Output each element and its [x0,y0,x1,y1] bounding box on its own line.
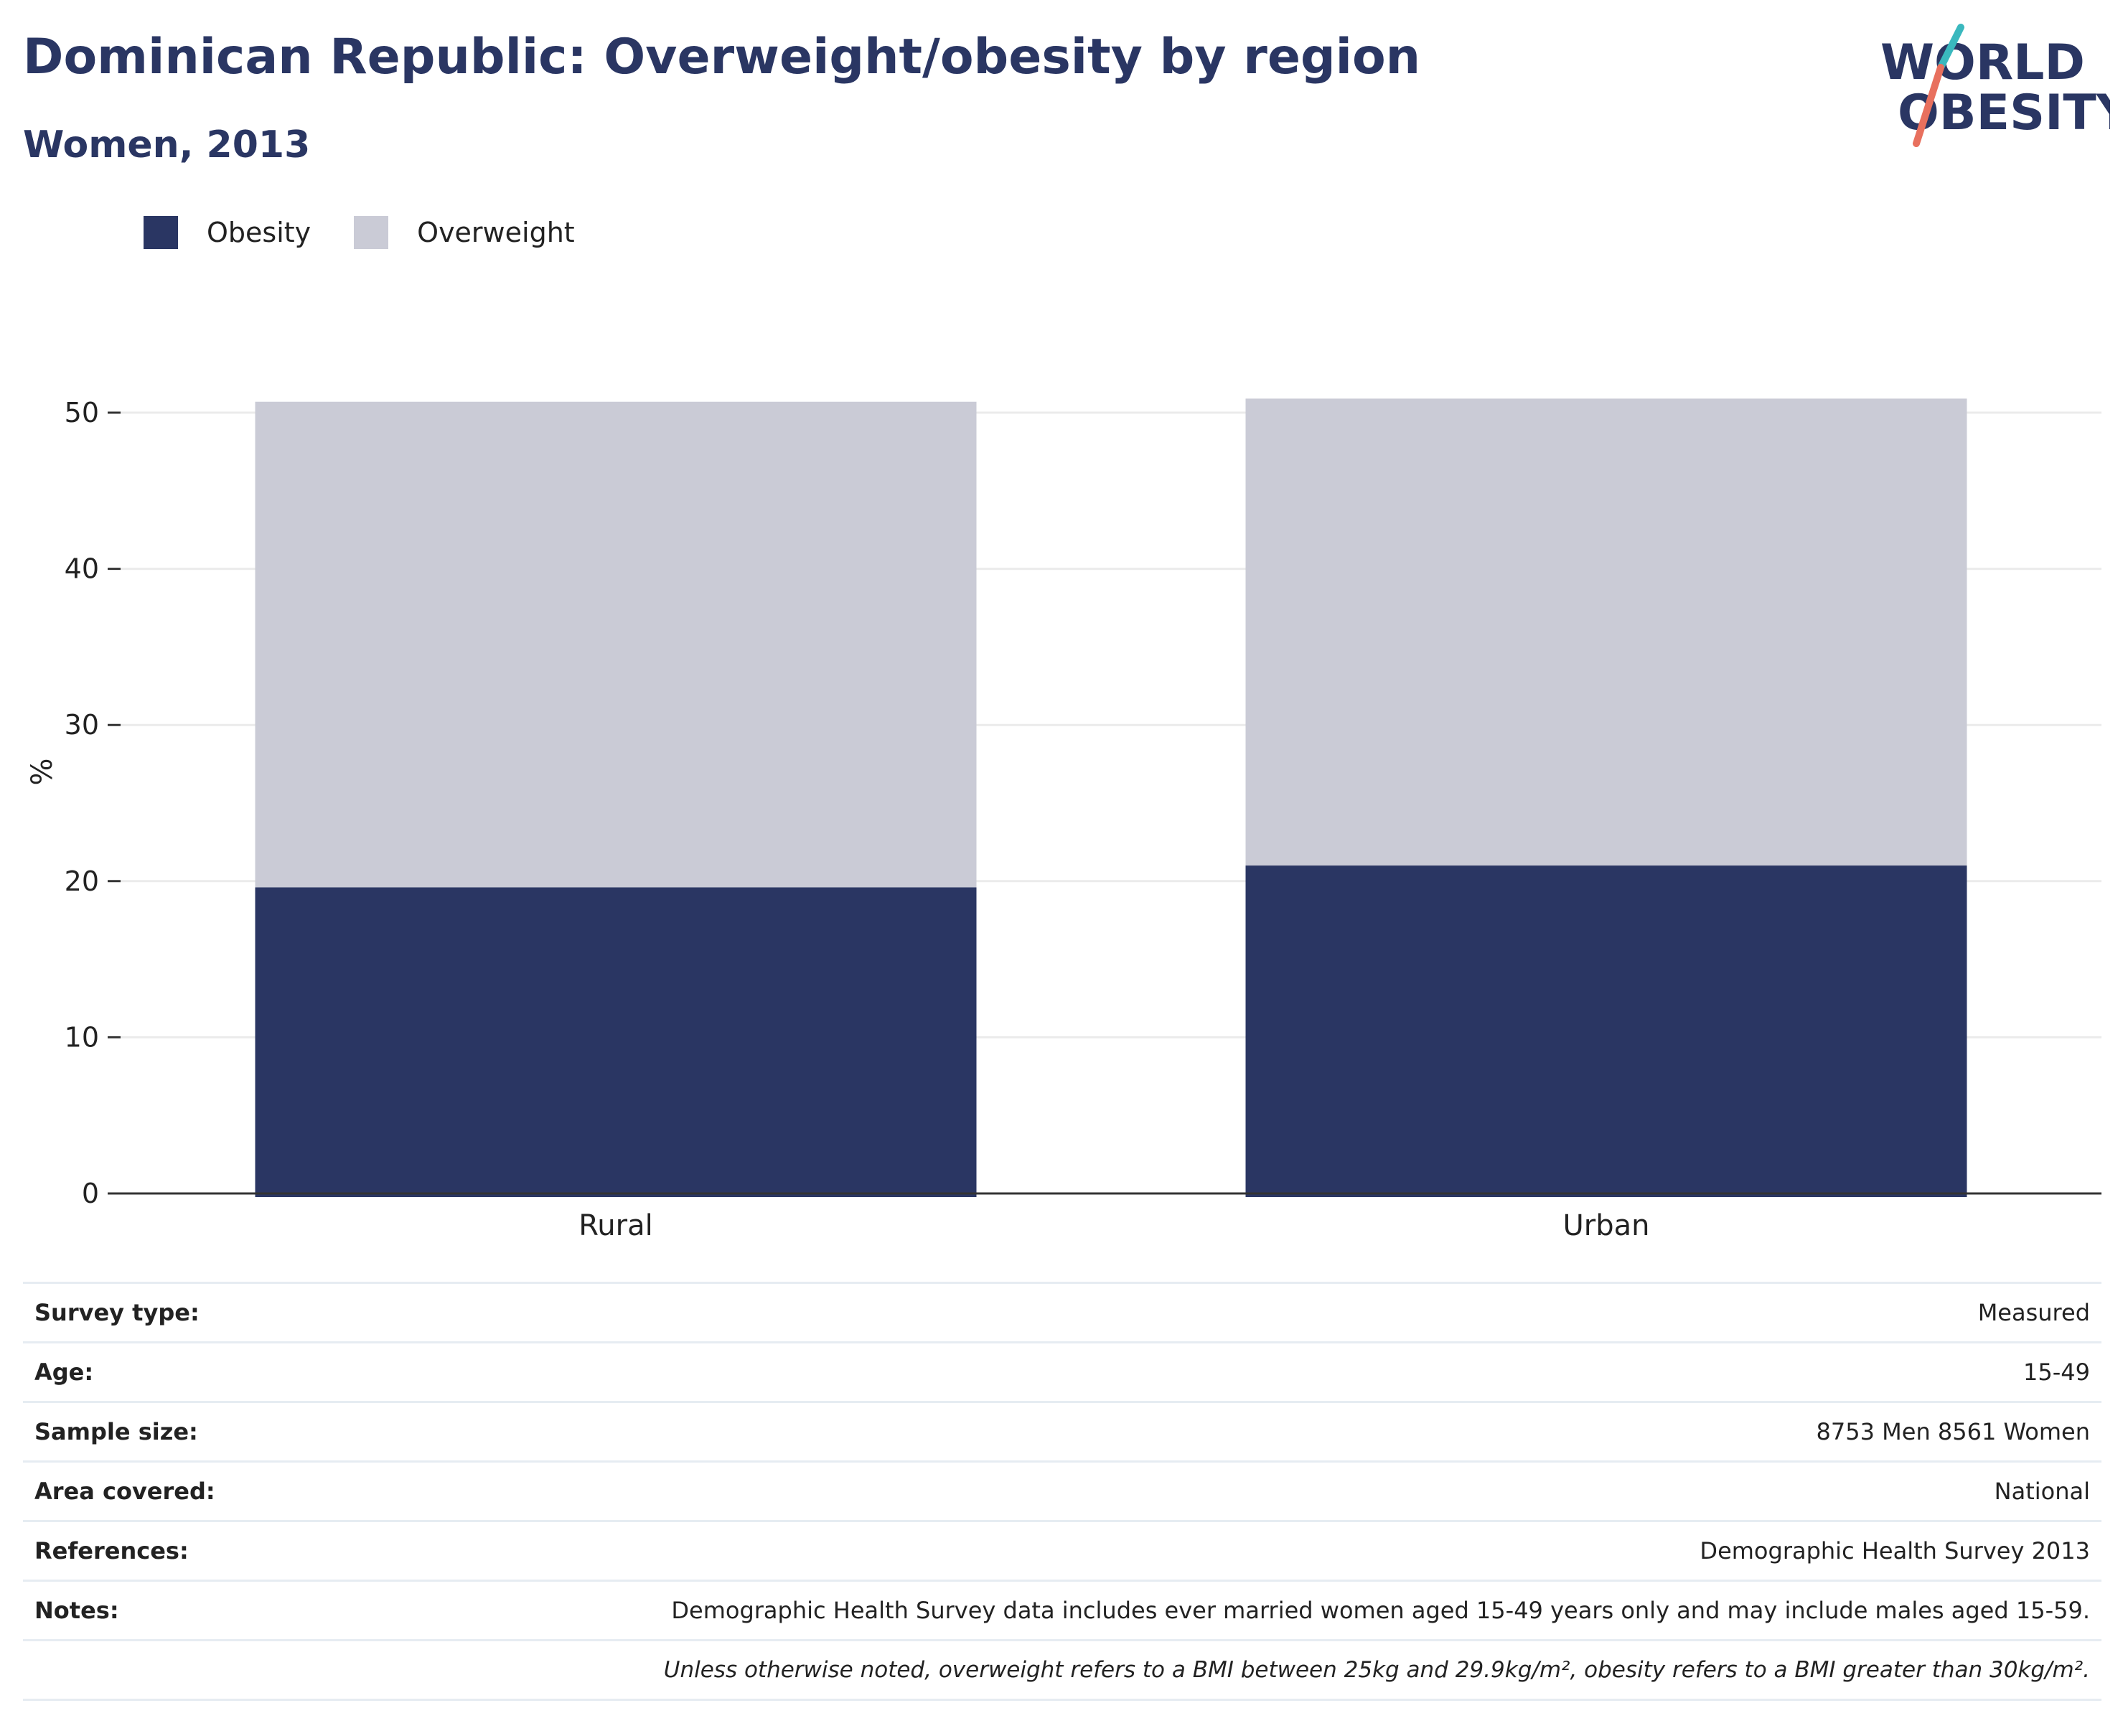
survey-info-table: Survey type: Measured Age: 15-49 Sample size… [23,1282,2101,1701]
info-row-label: Sample size: [23,1401,281,1462]
legend-item-overweight[interactable]: Overweight [354,216,575,249]
chart-title: Dominican Republic: Overweight/obesity b… [23,29,1421,85]
info-row-value: Measured [280,1282,2101,1343]
chart-legend: Obesity Overweight [144,214,618,251]
logo-slash-teal [1937,24,1964,71]
x-tick-label: Urban [1563,1209,1650,1242]
info-row-value: 8753 Men 8561 Women [280,1401,2101,1462]
info-row-label: Age: [23,1341,281,1402]
bmi-footnote: Unless otherwise noted, overweight refer… [23,1639,2101,1701]
y-tick-label: 20 [65,865,99,897]
info-row-label: References: [23,1520,281,1581]
info-row-label: Survey type: [23,1282,281,1343]
bar-overweight-urban [1245,398,1967,866]
y-axis-label: % [26,758,59,785]
world-obesity-logo: WORLD OBESITY [1880,24,2110,147]
footnote-row: Unless otherwise noted, overweight refer… [23,1639,2101,1701]
legend-item-obesity[interactable]: Obesity [144,216,311,249]
info-row: Sample size: 8753 Men 8561 Women [23,1401,2101,1462]
y-tick-label: 30 [65,709,99,741]
bar-obesity-urban [1245,865,1967,1197]
chart-subtitle: Women, 2013 [23,123,311,166]
y-tick-label: 0 [82,1178,99,1209]
bar-obesity-rural [255,887,977,1197]
legend-label-obesity: Obesity [207,217,311,248]
legend-swatch-obesity [144,216,178,249]
legend-label-overweight: Overweight [417,217,575,248]
legend-swatch-overweight [354,216,389,249]
x-tick-label: Rural [578,1209,652,1242]
info-row: Notes: Demographic Health Survey data inc… [23,1580,2101,1641]
y-tick-label: 40 [65,553,99,585]
logo-word-world: WORLD [1880,34,2085,91]
info-row-label: Notes: [23,1580,281,1641]
info-row-label: Area covered: [23,1460,281,1521]
info-row: Survey type: Measured [23,1282,2101,1343]
info-row: References: Demographic Health Survey 201… [23,1520,2101,1581]
info-row-value: Demographic Health Survey data includes … [280,1580,2101,1641]
stacked-bar-chart: 0 10 20 30 40 50% Rural Urban [26,397,2101,1242]
bar-overweight-rural [255,401,977,888]
info-row: Area covered: National [23,1460,2101,1521]
logo-slash-red [1913,64,1944,147]
info-row-value: Demographic Health Survey 2013 [280,1520,2101,1581]
y-tick-label: 10 [65,1021,99,1053]
info-row: Age: 15-49 [23,1341,2101,1402]
y-tick-label: 50 [65,397,99,428]
info-row-value: National [280,1460,2101,1521]
info-row-value: 15-49 [280,1341,2101,1402]
